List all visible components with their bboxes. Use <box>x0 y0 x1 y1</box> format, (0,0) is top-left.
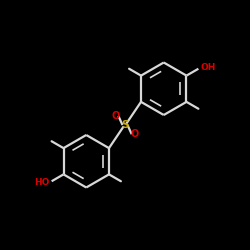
Text: O: O <box>130 129 138 139</box>
Text: S: S <box>121 120 129 130</box>
Text: O: O <box>112 111 120 121</box>
Text: HO: HO <box>34 178 50 187</box>
Text: OH: OH <box>200 63 216 72</box>
